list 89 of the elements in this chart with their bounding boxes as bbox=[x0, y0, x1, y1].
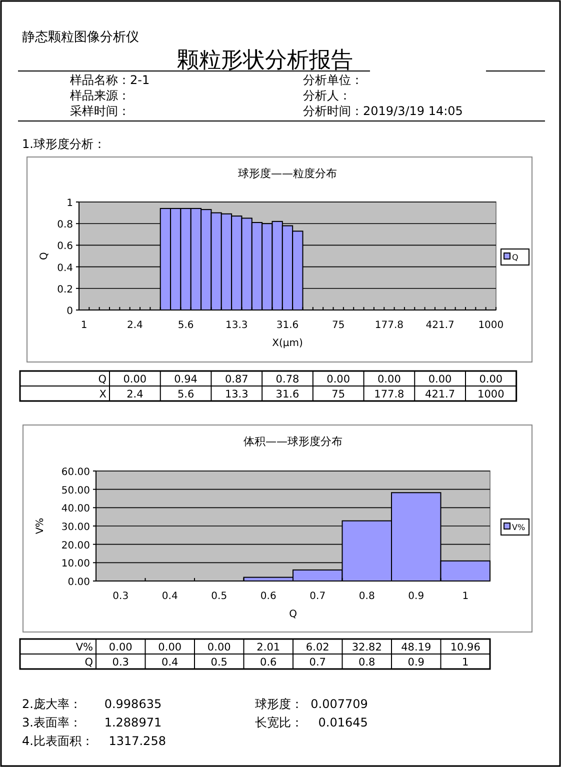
data-label: 48.19 bbox=[401, 642, 432, 654]
y-axis-title: V% bbox=[35, 518, 46, 534]
text: 4.比表面积： 1317.258 bbox=[22, 734, 166, 748]
y-tick-label: 0.8 bbox=[57, 220, 73, 231]
text: Q bbox=[84, 656, 93, 668]
x-tick-label: 75 bbox=[332, 320, 345, 331]
text: 样品来源： bbox=[70, 88, 130, 102]
x-tick-label: 31.6 bbox=[276, 320, 299, 331]
y-tick-label: 20.00 bbox=[61, 540, 90, 552]
text: 采样时间： bbox=[70, 104, 130, 118]
category-label: 0.8 bbox=[358, 656, 376, 668]
text: X bbox=[99, 388, 107, 400]
category-label: 0.4 bbox=[162, 656, 178, 668]
x-tick-label: 0.4 bbox=[162, 591, 178, 602]
x-tick-label: 1 bbox=[462, 591, 469, 602]
x-tick-label: 0.8 bbox=[358, 591, 375, 602]
category-label: 1000 bbox=[478, 388, 504, 400]
text: 分析人： bbox=[303, 88, 351, 102]
data-label: 0.00 bbox=[479, 374, 503, 386]
chart-title: 球形度——粒度分布 bbox=[238, 167, 337, 180]
y-tick-label: 10.00 bbox=[61, 558, 90, 570]
legend: Q bbox=[500, 248, 530, 266]
y-tick-label: 0.00 bbox=[68, 577, 90, 588]
legend-label: Q bbox=[512, 253, 518, 262]
x-tick-label: 5.6 bbox=[178, 320, 194, 331]
data-label: 0.00 bbox=[123, 374, 147, 386]
y-tick-label: 1 bbox=[66, 198, 73, 209]
data-label: 2.01 bbox=[256, 642, 280, 654]
y-tick-label: 0.2 bbox=[57, 284, 73, 296]
x-tick-label: 0.7 bbox=[310, 591, 326, 602]
category-label: 2.4 bbox=[126, 388, 144, 400]
text: 样品名称：2-1 bbox=[70, 73, 150, 87]
x-axis-title: X(μm) bbox=[272, 338, 303, 349]
text: 3.表面率： 1.288971 bbox=[22, 716, 162, 730]
text: 分析单位： bbox=[303, 73, 363, 87]
category-label: 0.7 bbox=[309, 656, 326, 668]
text: 静态颗粒图像分析仪 bbox=[22, 30, 139, 45]
data-label: 10.96 bbox=[450, 642, 481, 654]
data-label: 0.00 bbox=[108, 642, 132, 654]
x-tick-label: 1000 bbox=[478, 320, 504, 331]
data-label: 0.87 bbox=[224, 374, 248, 386]
legend-label: V% bbox=[512, 523, 526, 532]
x-tick-label: 421.7 bbox=[426, 320, 454, 331]
category-label: 1 bbox=[462, 656, 469, 668]
y-tick-label: 0 bbox=[66, 306, 73, 317]
category-label: 31.6 bbox=[276, 388, 300, 400]
text: 长宽比： 0.01645 bbox=[255, 716, 368, 730]
x-tick-label: 2.4 bbox=[126, 320, 143, 331]
text: Q bbox=[98, 374, 107, 386]
chart-title: 体积——球形度分布 bbox=[244, 435, 342, 448]
data-label: 32.82 bbox=[352, 642, 382, 654]
x-tick-label: 0.9 bbox=[408, 591, 424, 602]
x-tick-label: 177.8 bbox=[374, 320, 404, 331]
data-label: 0.94 bbox=[174, 374, 198, 386]
text: 2.庞大率： 0.998635 bbox=[22, 697, 162, 711]
category-label: 0.6 bbox=[260, 656, 277, 668]
x-tick-label: 0.3 bbox=[112, 591, 129, 602]
data-label: 0.00 bbox=[207, 642, 231, 654]
category-label: 0.5 bbox=[210, 656, 228, 668]
data-label: 0.00 bbox=[378, 374, 401, 386]
text: 球形度： 0.007709 bbox=[255, 697, 368, 711]
text: 颗粒形状分析报告 bbox=[177, 48, 353, 73]
x-tick-label: 0.5 bbox=[211, 591, 228, 602]
y-tick-label: 50.00 bbox=[61, 485, 90, 496]
category-label: 421.7 bbox=[425, 388, 456, 400]
text: V% bbox=[76, 642, 93, 654]
data-label: 0.00 bbox=[158, 642, 182, 654]
x-tick-label: 13.3 bbox=[226, 320, 248, 331]
y-tick-label: 0.6 bbox=[57, 241, 73, 252]
legend: V% bbox=[500, 518, 530, 536]
data-label: 0.00 bbox=[326, 374, 350, 386]
category-label: 13.3 bbox=[224, 388, 248, 400]
y-tick-label: 30.00 bbox=[61, 522, 90, 533]
data-label: 0.00 bbox=[428, 374, 452, 386]
y-tick-label: 40.00 bbox=[61, 504, 90, 515]
category-label: 75 bbox=[332, 388, 346, 400]
category-label: 0.9 bbox=[408, 656, 424, 668]
text: 1.球形度分析： bbox=[22, 137, 106, 151]
text: 分析时间：2019/3/19 14:05 bbox=[303, 104, 463, 118]
data-label: 6.02 bbox=[306, 642, 330, 654]
x-tick-label: 0.6 bbox=[260, 591, 276, 602]
x-axis-title: Q bbox=[289, 609, 298, 620]
category-label: 0.3 bbox=[112, 656, 129, 668]
category-label: 5.6 bbox=[177, 388, 194, 400]
y-axis-title: Q bbox=[39, 252, 50, 260]
y-tick-label: 0.4 bbox=[57, 262, 73, 274]
category-label: 177.8 bbox=[374, 388, 404, 400]
data-label: 0.78 bbox=[276, 374, 300, 386]
y-tick-label: 60.00 bbox=[61, 467, 90, 478]
